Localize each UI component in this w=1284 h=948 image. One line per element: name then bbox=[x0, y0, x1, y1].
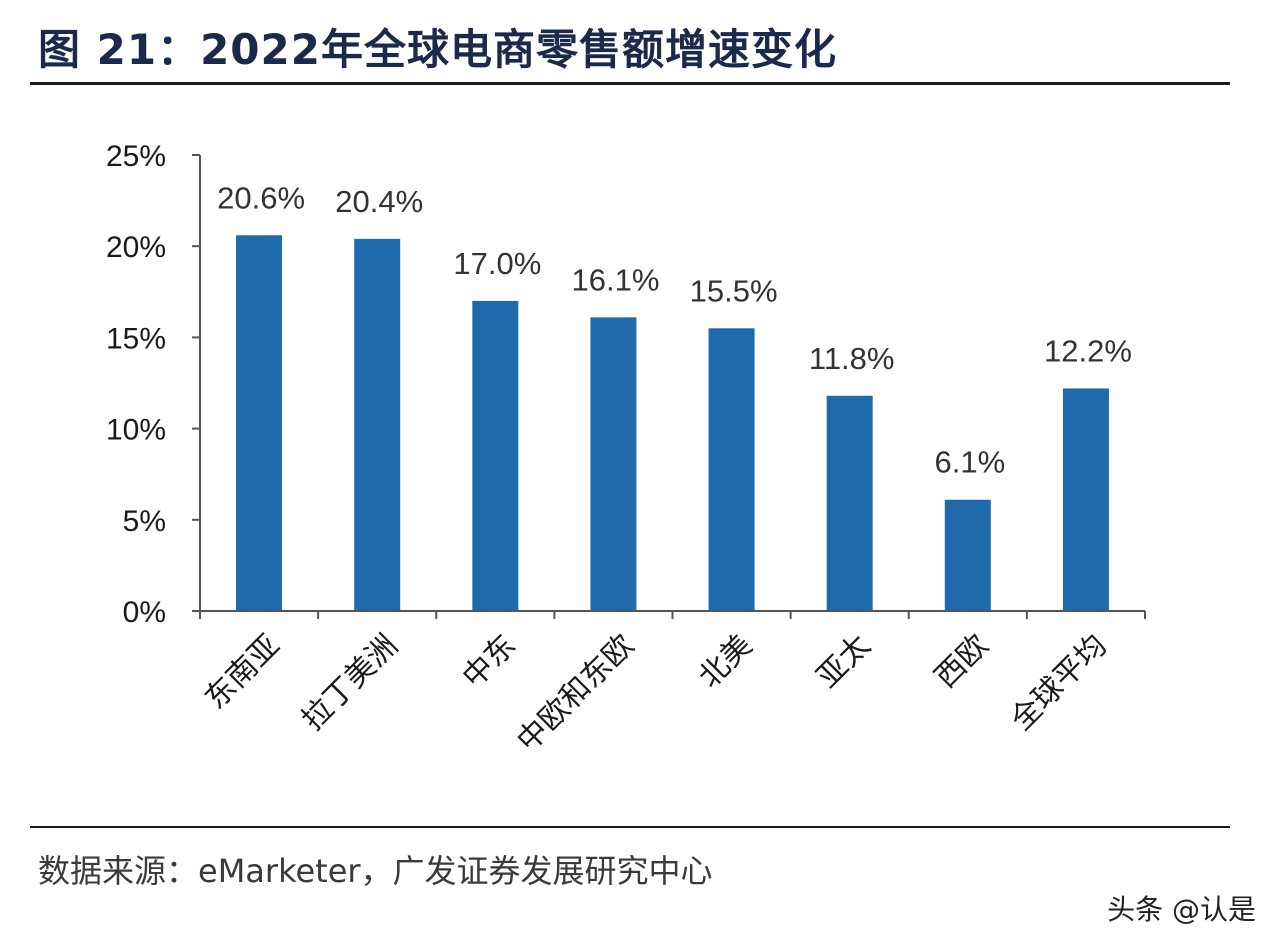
data-label: 11.8% bbox=[809, 341, 895, 376]
bar bbox=[708, 328, 755, 611]
y-tick-label: 5% bbox=[123, 505, 166, 538]
y-tick-label: 0% bbox=[123, 596, 166, 629]
bar bbox=[236, 235, 283, 612]
bar bbox=[354, 238, 401, 612]
title-divider bbox=[30, 82, 1230, 85]
bars bbox=[236, 235, 1109, 612]
x-category-label: 北美 bbox=[692, 628, 759, 695]
source-note: 数据来源：eMarketer，广发证券发展研究中心 bbox=[38, 852, 713, 890]
x-category-label: 中东 bbox=[456, 628, 523, 695]
x-category-label: 西欧 bbox=[928, 628, 995, 695]
data-label: 17.0% bbox=[453, 246, 541, 281]
x-category-label: 东南亚 bbox=[198, 628, 286, 716]
data-label: 16.1% bbox=[571, 262, 659, 297]
footer-divider bbox=[30, 826, 1230, 828]
watermark: 头条 @认是 bbox=[1107, 893, 1256, 926]
y-tick-label: 15% bbox=[106, 322, 166, 355]
bar bbox=[590, 317, 637, 611]
data-labels: 20.6% 20.4% 17.0% 16.1% 15.5% 11.8% 6.1% 12.2% bbox=[217, 180, 1132, 479]
bar bbox=[944, 499, 991, 611]
x-category-label: 拉丁美洲 bbox=[295, 628, 405, 738]
data-label: 15.5% bbox=[690, 273, 778, 308]
y-axis: 0% 5% 10% 15% 20% 25% bbox=[106, 140, 201, 629]
bar bbox=[1062, 388, 1109, 611]
y-tick-label: 25% bbox=[106, 140, 166, 173]
data-label: 20.6% bbox=[217, 180, 305, 215]
chart-title: 图 21：2022年全球电商零售额增速变化 bbox=[38, 25, 837, 74]
bar bbox=[826, 395, 873, 611]
x-category-label: 亚太 bbox=[810, 628, 877, 695]
data-label: 12.2% bbox=[1044, 333, 1132, 368]
data-label: 20.4% bbox=[335, 184, 423, 219]
x-category-label: 中欧和东欧 bbox=[510, 628, 641, 759]
bar bbox=[472, 300, 519, 611]
y-tick-label: 10% bbox=[106, 414, 166, 447]
data-label: 6.1% bbox=[934, 445, 1005, 480]
y-tick-label: 20% bbox=[106, 231, 166, 264]
x-category-label: 全球平均 bbox=[1004, 628, 1114, 738]
